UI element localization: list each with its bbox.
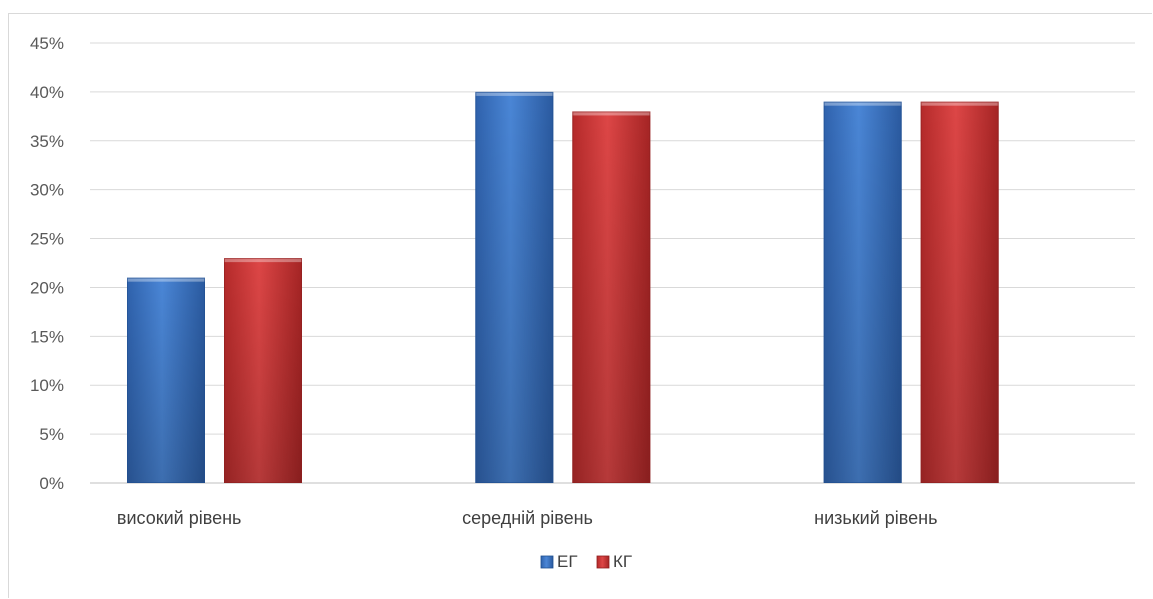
y-tick-label: 45% [30, 34, 64, 53]
bar-eg [475, 91, 554, 483]
y-axis: 0% 5% 10% 15% 20% 25% 30% 35% 40% 45% [30, 34, 64, 493]
legend-item: КГ [596, 552, 632, 571]
legend: ЕГ КГ [540, 552, 632, 571]
y-tick-label: 25% [30, 230, 64, 249]
y-tick-label: 20% [30, 278, 64, 297]
y-tick-label: 0% [39, 474, 64, 493]
x-tick-label: високий рівень [117, 508, 242, 528]
bar-eg [823, 101, 902, 484]
x-tick-label: середній рівень [462, 508, 593, 528]
y-tick-label: 40% [30, 83, 64, 102]
bar-kg [224, 258, 302, 483]
legend-item: ЕГ [540, 552, 578, 571]
x-tick-label: низький рівень [814, 508, 937, 528]
y-tick-label: 30% [30, 181, 64, 200]
y-tick-label: 35% [30, 132, 64, 151]
legend-swatch [540, 555, 554, 569]
y-tick-label: 15% [30, 327, 64, 346]
bar-eg [127, 277, 205, 483]
y-tick-label: 10% [30, 376, 64, 395]
chart-frame [8, 13, 1152, 598]
bar-kg [920, 101, 999, 484]
x-axis: високий рівень середній рівень низький рів… [117, 508, 938, 528]
legend-label: ЕГ [557, 552, 578, 571]
bar-kg [572, 111, 651, 483]
bars [127, 91, 999, 484]
legend-label: КГ [613, 552, 632, 571]
y-tick-label: 5% [39, 425, 64, 444]
legend-swatch [596, 555, 610, 569]
